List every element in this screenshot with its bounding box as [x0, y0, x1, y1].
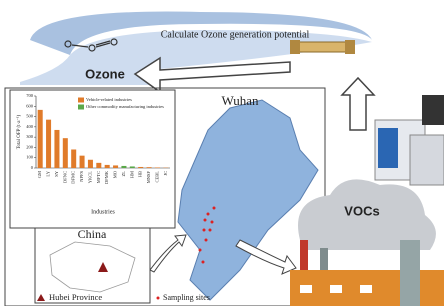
- bar: [113, 165, 118, 168]
- x-tick-label: JC: [163, 171, 168, 176]
- x-tick-label: MNSF: [146, 171, 151, 184]
- bar: [155, 167, 160, 168]
- legend-label: Other commodity manufacturing industries: [86, 104, 164, 109]
- x-tick-label: CEBL: [154, 171, 159, 183]
- country-label: China: [78, 227, 107, 241]
- legend-swatch: [78, 98, 84, 103]
- x-tick-label: HM: [129, 171, 134, 178]
- y-tick-label: 300: [26, 134, 34, 139]
- y-tick-label: 400: [26, 124, 34, 129]
- chart-box: [10, 90, 175, 228]
- ozone-label: Ozone: [85, 66, 125, 81]
- sites-label: Sampling sites: [163, 293, 210, 302]
- y-tick-label: 700: [26, 93, 34, 98]
- x-tick-label: MFTC: [96, 171, 101, 183]
- factory: VOCs: [290, 179, 444, 306]
- y-tick-label: 500: [26, 114, 34, 119]
- city-label: Wuhan: [221, 93, 259, 108]
- province-label: Hubei Province: [49, 292, 102, 302]
- x-tick-label: MO: [113, 170, 118, 178]
- x-tick-label: GM: [37, 171, 42, 178]
- bar: [46, 120, 51, 168]
- x-tick-label: SY: [54, 170, 59, 177]
- bar: [105, 165, 110, 168]
- bar: [96, 163, 101, 168]
- x-tick-label: YKCL: [87, 171, 92, 184]
- x-tick-label: LY: [46, 170, 51, 176]
- x-tick-label: NPFS: [79, 171, 84, 182]
- bar: [130, 166, 135, 168]
- map-arrow: [150, 235, 186, 272]
- bar: [63, 138, 68, 168]
- process-label: Calculate Ozone generation potential: [161, 29, 310, 40]
- x-axis-label: Industries: [91, 209, 115, 215]
- bar: [147, 167, 152, 168]
- legend-swatch: [78, 105, 84, 110]
- sampling-tube: [290, 40, 355, 54]
- bar: [121, 166, 126, 168]
- x-tick-label: DFMK: [104, 170, 109, 184]
- x-tick-label: ZL: [121, 171, 126, 177]
- sites-marker: [157, 297, 160, 300]
- legend-label: Vehicle-related industries: [86, 97, 132, 102]
- y-tick-label: 100: [26, 155, 34, 160]
- x-tick-label: DFNC: [62, 171, 67, 183]
- bar: [54, 130, 59, 168]
- graphical-abstract: Calculate Ozone generation potential Ozo…: [0, 0, 444, 306]
- bar: [88, 160, 93, 168]
- bar: [80, 156, 85, 168]
- bar: [38, 110, 43, 168]
- bar: [71, 149, 76, 168]
- y-tick-label: 600: [26, 103, 34, 108]
- y-axis-label: Total OFP (t·a⁻¹): [16, 114, 22, 149]
- up-arrow: [342, 78, 374, 130]
- bar: [138, 167, 143, 168]
- x-tick-label: HB: [138, 171, 143, 177]
- y-tick-label: 200: [26, 144, 34, 149]
- vocs-label: VOCs: [344, 203, 379, 218]
- x-tick-label: DFMC: [71, 171, 76, 184]
- gc-ms-instrument: [375, 95, 444, 185]
